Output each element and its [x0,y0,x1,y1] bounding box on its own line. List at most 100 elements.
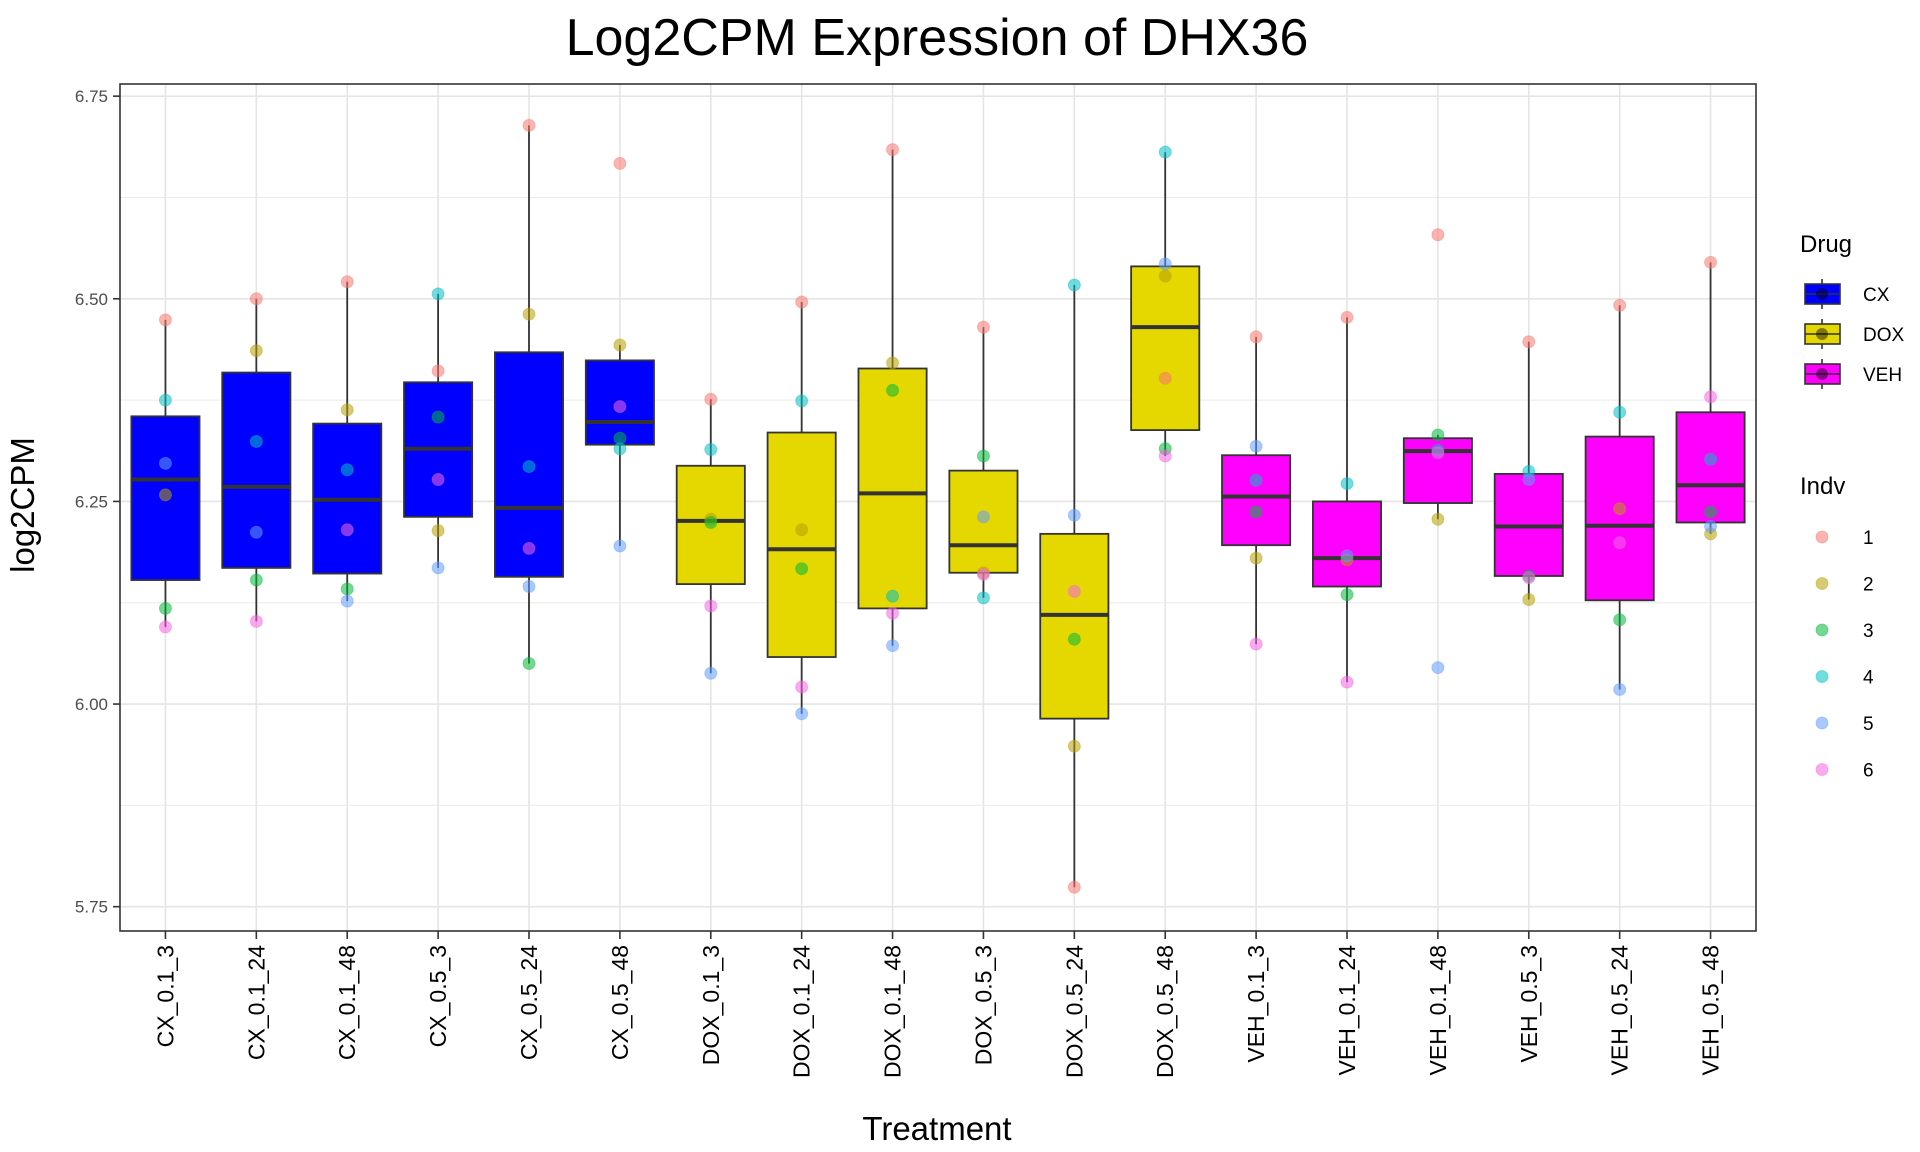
box-iqr [1039,532,1110,720]
data-point-indv-5 [1340,549,1354,563]
data-point-indv-5 [1704,520,1718,534]
data-point-indv-5 [249,525,263,539]
legend-indv-item-4: 4 [1815,668,1874,689]
data-point-indv-6 [340,523,354,537]
plot-background [120,84,1756,931]
y-axis: 5.75 6.00 6.25 6.50 6.75 [75,87,120,917]
data-point-indv-2 [522,307,536,321]
data-point-indv-2 [886,356,900,370]
x-tick-label: CX_0.5_24 [516,945,542,1060]
x-tick-label: DOX_0.5_48 [1152,945,1178,1078]
data-point-indv-6 [1067,584,1081,598]
data-point-indv-4 [1704,452,1718,466]
legend-indv-point [1815,530,1829,544]
data-point-indv-4 [1613,405,1627,419]
legend-drug-label: DOX [1863,325,1905,346]
box-DOX_0.1_3 [675,399,746,674]
data-point-indv-5 [976,510,990,524]
data-point-indv-3 [1613,613,1627,627]
data-point-indv-6 [1431,446,1445,460]
data-point-indv-1 [158,313,172,327]
y-tick-label: 6.25 [75,492,108,511]
data-point-indv-1 [1704,255,1718,269]
data-point-indv-1 [1158,371,1172,385]
data-point-indv-6 [249,614,263,628]
data-point-indv-2 [795,523,809,537]
box-iqr [1221,454,1292,547]
data-point-indv-1 [795,295,809,309]
box-VEH_0.1_24 [1312,317,1382,683]
legend-indv-label: 2 [1863,575,1874,596]
legend-drug-items: CX DOX VEH [1804,279,1905,389]
data-point-indv-3 [431,410,445,424]
data-point-indv-3 [1067,632,1081,646]
data-point-indv-1 [1067,880,1081,894]
y-tick-label: 6.75 [75,87,108,106]
data-point-indv-1 [431,364,445,378]
legend-indv-item-5: 5 [1815,714,1874,735]
data-point-indv-1 [1613,298,1627,312]
data-point-indv-5 [522,580,536,594]
box-DOX_0.1_24 [766,302,837,714]
y-axis-title: log2CPM [4,437,41,573]
data-point-indv-4 [1158,145,1172,159]
legend-drug-label: VEH [1863,365,1902,386]
legend-indv-label: 6 [1863,761,1874,782]
x-tick-label: VEH_0.5_3 [1516,945,1542,1063]
x-tick-label: VEH_0.5_24 [1607,945,1633,1076]
data-point-indv-4 [1249,473,1263,487]
data-point-indv-5 [1613,682,1627,696]
box-iqr [1130,265,1201,431]
data-point-indv-5 [1158,257,1172,271]
x-axis: CX_0.1_3 CX_0.1_24 CX_0.1_48 CX_0.5_3 CX_0.5… [152,931,1724,1078]
legend-indv-point [1815,716,1829,730]
legend-indv-title: Indv [1800,473,1845,500]
data-point-indv-4 [976,591,990,605]
data-point-indv-6 [431,473,445,487]
data-point-indv-5 [886,639,900,653]
data-point-indv-6 [1340,675,1354,689]
data-point-indv-4 [249,434,263,448]
data-point-indv-4 [704,443,718,457]
legend-indv-item-6: 6 [1815,761,1874,782]
data-point-indv-3 [1340,588,1354,602]
data-point-indv-5 [1431,661,1445,675]
box-CX_0.5_3 [403,293,474,568]
legend-indv-item-3: 3 [1815,621,1874,642]
data-point-indv-1 [340,275,354,289]
x-tick-label: DOX_0.1_3 [698,945,724,1065]
legend-key-point [1816,288,1828,300]
legend-indv-label: 3 [1863,621,1874,642]
points-layer [158,118,1718,894]
data-point-indv-5 [795,707,809,721]
data-point-indv-6 [1704,390,1718,404]
data-point-indv-5 [613,539,627,553]
data-point-indv-5 [704,666,718,680]
data-point-indv-6 [158,620,172,634]
x-axis-title: Treatment [862,1110,1011,1147]
box-iqr [1312,500,1382,588]
data-point-indv-4 [613,442,627,456]
legend-drug-item-CX: CX [1804,279,1890,309]
x-tick-label: VEH_0.1_3 [1243,945,1269,1063]
data-point-indv-2 [158,488,172,502]
data-point-indv-2 [1249,551,1263,565]
box-iqr [857,367,928,610]
data-point-indv-2 [1158,269,1172,283]
legend-drug-label: CX [1863,285,1890,306]
data-point-indv-3 [795,562,809,576]
data-point-indv-3 [976,449,990,463]
x-tick-label: CX_0.1_24 [243,945,269,1060]
legend-key-point [1816,368,1828,380]
x-tick-label: DOX_0.1_48 [880,945,906,1078]
data-point-indv-3 [249,573,263,587]
data-point-indv-5 [1522,473,1536,487]
data-point-indv-6 [886,606,900,620]
legend-drug-title: Drug [1800,231,1852,258]
legend-drug-item-VEH: VEH [1804,359,1902,389]
x-tick-label: CX_0.1_3 [152,945,178,1047]
data-point-indv-4 [1067,278,1081,292]
data-point-indv-5 [340,594,354,608]
data-point-indv-5 [431,561,445,575]
